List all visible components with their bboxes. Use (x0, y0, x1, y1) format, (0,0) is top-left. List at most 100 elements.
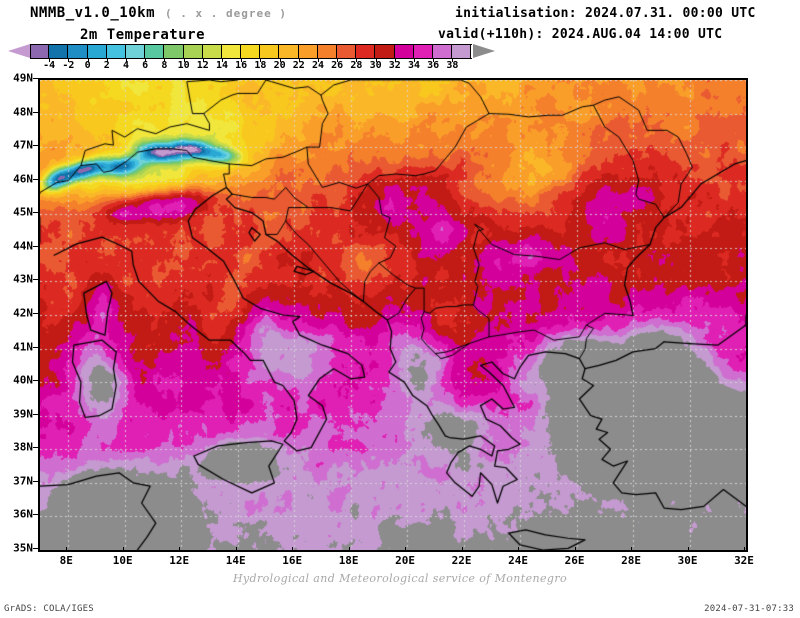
longitude-tickmark (122, 547, 124, 552)
colorbar-tick-label: 22 (292, 60, 305, 71)
colorbar-tick-label: 28 (350, 60, 363, 71)
colorbar-tickmark (279, 59, 281, 62)
latitude-tickmark (33, 212, 38, 214)
colorbar-tick-label: 24 (311, 60, 325, 71)
longitude-tickmark (292, 547, 294, 552)
latitude-tickmark (33, 245, 38, 247)
colorbar-tickmark (375, 59, 377, 62)
latitude-tickmark (33, 178, 38, 180)
colorbar-cell (413, 44, 433, 59)
longitude-tick-label: 12E (169, 554, 190, 567)
colorbar-tickmark (298, 59, 300, 62)
colorbar-tickmark (49, 59, 51, 62)
longitude-tickmark (574, 547, 576, 552)
colorbar-cell (183, 44, 203, 59)
colorbar-tick-label: 20 (273, 60, 286, 71)
colorbar-tickmark (414, 59, 415, 62)
colorbar-tick-label: 34 (407, 60, 421, 71)
colorbar-tickmark (222, 59, 223, 62)
latitude-tickmark (33, 346, 38, 348)
colorbar-cell (221, 44, 242, 59)
latitude-tick-label: 49N (13, 71, 33, 85)
temperature-field-canvas (40, 80, 746, 550)
latitude-tickmark (33, 548, 38, 549)
colorbar-tick-label: 26 (331, 60, 344, 71)
colorbar-cell (87, 44, 107, 59)
model-title-text: NMMB_v1.0_10km (30, 5, 156, 21)
colorbar-cell (68, 44, 88, 59)
colorbar-cell (260, 44, 280, 59)
longitude-tickmark (66, 547, 68, 552)
latitude-tickmark (33, 447, 38, 449)
latitude-tick-label: 48N (13, 105, 33, 119)
latitude-tick-label: 39N (13, 407, 33, 421)
colorbar-tick-label: 10 (177, 60, 190, 71)
temperature-map[interactable] (38, 78, 748, 552)
longitude-tick-label: 24E (508, 554, 529, 567)
longitude-tickmark (631, 547, 633, 552)
latitude-tickmark (33, 413, 38, 415)
colorbar-cell (298, 44, 318, 59)
longitude-tickmark (518, 547, 520, 552)
colorbar-cell (49, 44, 69, 59)
colorbar-tickmark (337, 59, 339, 62)
colorbar-tick-labels: -4 -2 0 2 4 6 8 10 12 14 16 18 20 22 24 26 28 30 32 34 36 38 (30, 59, 472, 72)
latitude-tickmark (33, 145, 38, 147)
colorbar-tickmark (106, 59, 108, 62)
longitude-tick-label: 28E (621, 554, 641, 567)
longitude-tickmark (348, 547, 350, 552)
longitude-tick-label: 18E (338, 554, 359, 567)
colorbar-tick-label: -4 (43, 60, 56, 71)
latitude-tick-label: 46N (13, 172, 33, 186)
longitude-tick-label: 22E (451, 554, 472, 567)
grads-attribution: GrADS: COLA/IGES (4, 604, 94, 614)
colorbar-tick-label: 8 (161, 60, 168, 71)
colorbar-tickmark (202, 59, 204, 62)
latitude-tick-label: 43N (13, 272, 33, 286)
colorbar-tickmark (68, 59, 70, 62)
longitude-tick-label: 16E (282, 554, 303, 567)
longitude-tick-label: 14E (225, 554, 246, 567)
latitude-tick-label: 41N (13, 340, 33, 354)
colorbar-cell (432, 44, 453, 59)
latitude-tick-label: 40N (13, 373, 33, 387)
colorbar-tick-label: 16 (235, 60, 248, 71)
colorbar-cell (106, 44, 126, 59)
colorbar-tickmark (452, 59, 454, 62)
colorbar-cell (241, 44, 261, 59)
field-title: 2m Temperature (80, 27, 206, 43)
colorbar-cell (452, 44, 472, 59)
latitude-tickmark (33, 313, 38, 314)
longitude-tick-label: 32E (734, 554, 754, 567)
colorbar-strip (30, 44, 472, 59)
colorbar-cell (279, 44, 299, 59)
colorbar-cell (125, 44, 146, 59)
colorbar-tickmark (394, 59, 396, 62)
latitude-tickmark (33, 380, 38, 382)
colorbar-tickmark (241, 59, 243, 62)
latitude-tick-label: 37N (13, 474, 33, 488)
longitude-tickmark (179, 547, 181, 552)
longitude-axis: 8E 10E 12E 14E 16E 18E 20E 22E 24E 26E 28E 30E 32E (38, 547, 754, 568)
longitude-tickmark (235, 547, 237, 552)
colorbar-tickmark (126, 59, 127, 62)
colorbar-tickmark (183, 59, 185, 62)
render-timestamp: 2024-07-31-07:33 (704, 604, 794, 614)
colorbar-tick-label: 0 (84, 60, 91, 71)
latitude-tickmark (33, 480, 38, 482)
longitude-tick-label: 26E (564, 554, 585, 567)
colorbar-cell (337, 44, 357, 59)
latitude-tickmark (33, 279, 38, 281)
colorbar-cell (145, 44, 165, 59)
model-title: NMMB_v1.0_10km ( . x . degree ) (30, 5, 287, 21)
colorbar-tick-label: 4 (122, 60, 130, 71)
temperature-colorbar: -4 -2 0 2 4 6 8 10 12 14 16 18 20 22 24 26 28 30 32 34 36 38 (6, 44, 495, 72)
colorbar-cell (375, 44, 395, 59)
colorbar-tick-label: 30 (369, 60, 382, 71)
colorbar-cell (394, 44, 414, 59)
colorbar-tick-label: 18 (254, 60, 267, 71)
latitude-tick-label: 38N (13, 440, 33, 454)
colorbar-cell (356, 44, 376, 59)
colorbar-cell (202, 44, 222, 59)
colorbar-cell (317, 44, 337, 59)
